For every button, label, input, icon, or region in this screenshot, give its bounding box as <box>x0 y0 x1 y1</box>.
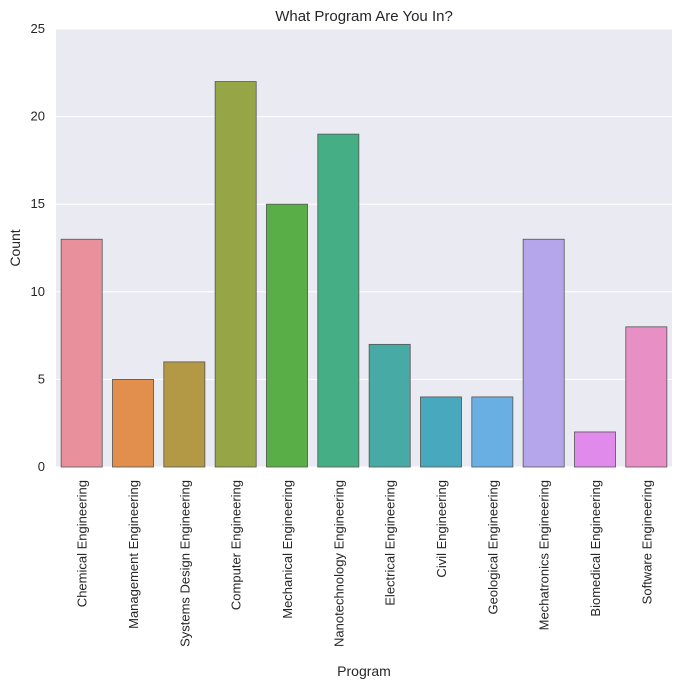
x-tick-label: Geological Engineering <box>485 480 500 614</box>
x-tick-label: Chemical Engineering <box>75 480 90 607</box>
bar <box>112 378 154 468</box>
bar <box>266 203 308 468</box>
bar <box>317 133 360 468</box>
chart-title: What Program Are You In? <box>275 8 453 25</box>
gridlines <box>56 28 672 468</box>
x-tick-label: Systems Design Engineering <box>177 480 192 647</box>
x-tick-label: Nanotechnology Engineering <box>331 480 346 647</box>
plot-area <box>56 29 672 467</box>
bar <box>60 238 103 468</box>
bar <box>471 396 514 468</box>
x-tick-label: Mechatronics Engineering <box>537 480 552 630</box>
bar <box>214 81 257 468</box>
bar <box>368 343 411 468</box>
x-tick-label: Computer Engineering <box>229 480 244 610</box>
y-tick-labels: 0 5 10 15 20 25 <box>31 21 45 474</box>
x-tick-label: Civil Engineering <box>434 480 449 578</box>
x-axis-label: Program <box>337 663 391 679</box>
bar <box>522 238 565 468</box>
bar <box>574 431 616 468</box>
y-tick-label: 10 <box>31 284 45 299</box>
x-tick-label: Electrical Engineering <box>383 480 398 606</box>
x-tick-labels: Chemical Engineering Management Engineeri… <box>75 480 655 647</box>
y-axis-label: Count <box>7 229 23 266</box>
y-tick-label: 0 <box>38 459 45 474</box>
bars <box>60 81 668 468</box>
x-tick-label: Management Engineering <box>126 480 141 629</box>
y-tick-label: 20 <box>31 109 45 124</box>
x-tick-label: Biomedical Engineering <box>588 480 603 617</box>
x-tick-label: Mechanical Engineering <box>280 480 295 619</box>
bar <box>420 396 462 468</box>
y-tick-label: 25 <box>31 21 45 36</box>
bar <box>625 326 668 468</box>
bar <box>163 361 206 468</box>
y-tick-label: 5 <box>38 371 45 386</box>
x-tick-label: Software Engineering <box>639 480 654 604</box>
y-tick-label: 15 <box>31 196 45 211</box>
